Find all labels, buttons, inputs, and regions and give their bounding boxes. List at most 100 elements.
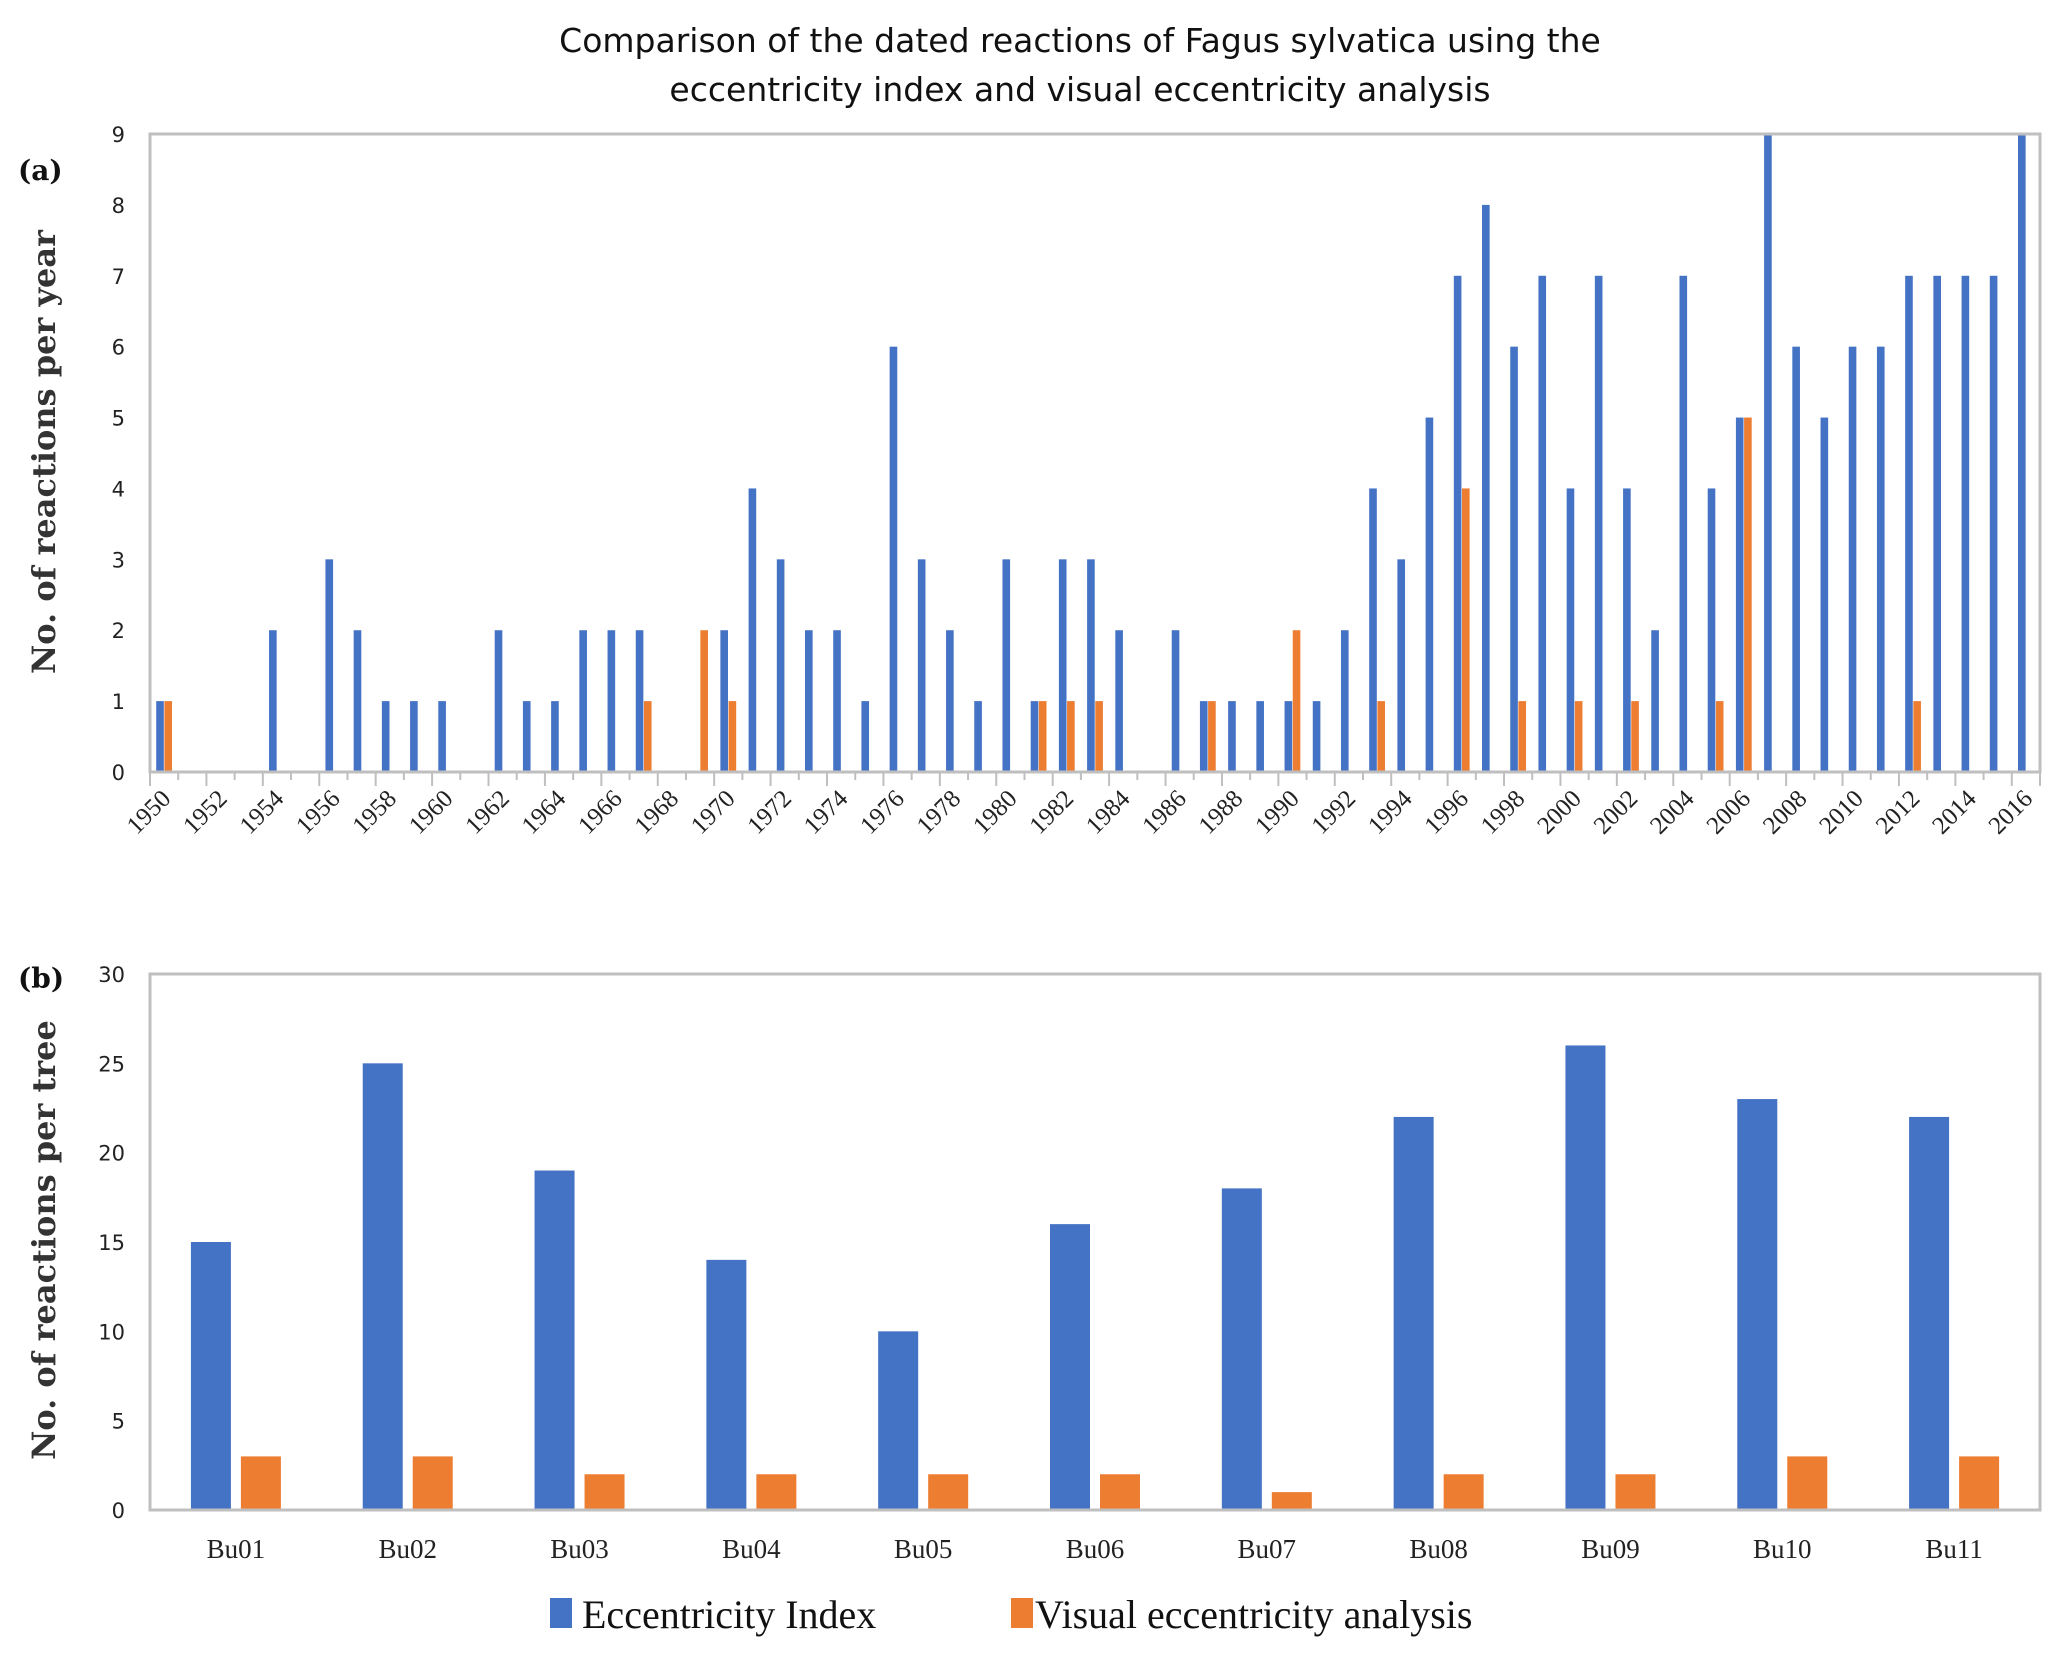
bar-visual-analysis-Bu10	[1787, 1456, 1828, 1510]
panel-a-label: (a)	[18, 154, 63, 187]
panel-b-category-label: Bu06	[1066, 1534, 1125, 1564]
panel-a-y-tick-label: 2	[112, 619, 125, 643]
panel-b-y-tick-label: 30	[98, 963, 125, 987]
panel-a-x-tick-label: 1984	[1081, 785, 1136, 840]
panel-b-category-label: Bu05	[894, 1534, 953, 1564]
bar-eccentricity-index-Bu07	[1221, 1188, 1262, 1510]
panel-a-x-tick-label: 2014	[1927, 785, 1982, 840]
bar-eccentricity-index-1999	[1538, 275, 1547, 772]
bar-visual-analysis-1990	[1292, 630, 1301, 772]
bar-visual-analysis-1998	[1518, 701, 1527, 772]
panel-a-y-tick-label: 4	[112, 477, 125, 501]
panel-b-category-label: Bu03	[550, 1534, 609, 1564]
bar-eccentricity-index-1960	[438, 701, 446, 772]
panel-b-y-tick-label: 25	[98, 1052, 125, 1076]
panel-b-category-label: Bu07	[1238, 1534, 1297, 1564]
bar-eccentricity-index-1979	[974, 701, 982, 772]
bar-eccentricity-index-Bu02	[362, 1063, 403, 1510]
bar-eccentricity-index-Bu01	[190, 1242, 231, 1510]
panel-b-y-tick-label: 5	[112, 1410, 125, 1434]
panel-a-x-tick-label: 1988	[1194, 785, 1248, 839]
panel-a-x-tick-label: 1998	[1476, 785, 1530, 839]
bar-eccentricity-index-2013	[1933, 275, 1941, 772]
panel-a-x-tick-label: 1974	[799, 785, 854, 840]
bar-eccentricity-index-2005	[1707, 488, 1716, 772]
bar-eccentricity-index-1983	[1087, 559, 1095, 772]
panel-a-x-tick-label: 1980	[968, 785, 1022, 839]
bar-eccentricity-index-2004	[1679, 275, 1688, 772]
panel-b-category-label: Bu04	[722, 1534, 781, 1564]
bar-eccentricity-index-1990	[1284, 701, 1293, 772]
panel-a-x-tick-label: 1968	[630, 785, 684, 839]
bar-visual-analysis-Bu11	[1959, 1456, 2000, 1510]
panel-a-bars	[156, 134, 2026, 772]
bar-eccentricity-index-1965	[579, 630, 587, 772]
legend: Eccentricity Index Visual eccentricity a…	[550, 1592, 1472, 1637]
bar-eccentricity-index-1992	[1340, 630, 1349, 772]
bar-visual-analysis-2005	[1715, 701, 1724, 772]
panel-b-y-tick-label: 15	[98, 1231, 125, 1255]
bar-eccentricity-index-2012	[1905, 275, 1913, 772]
panel-a-x-tick-label: 2000	[1532, 785, 1586, 839]
bar-eccentricity-index-1978	[946, 630, 954, 772]
panel-a-x-tick-label: 1970	[686, 785, 740, 839]
bar-eccentricity-index-1995	[1425, 417, 1434, 772]
bar-eccentricity-index-1987	[1199, 701, 1208, 772]
panel-a-x-tick-label: 2006	[1702, 785, 1756, 839]
bar-eccentricity-index-1981	[1030, 701, 1039, 772]
bar-eccentricity-index-1971	[748, 488, 757, 772]
bar-visual-analysis-1996	[1461, 488, 1470, 772]
panel-a-x-tick-label: 1978	[912, 785, 966, 839]
bar-visual-analysis-1970	[728, 701, 737, 772]
bar-eccentricity-index-1966	[607, 630, 616, 772]
bar-visual-analysis-1987	[1208, 701, 1216, 772]
bar-eccentricity-index-1986	[1171, 630, 1180, 772]
bar-eccentricity-index-1959	[410, 701, 418, 772]
bar-eccentricity-index-Bu05	[878, 1331, 919, 1510]
bar-eccentricity-index-1950	[156, 701, 164, 772]
bar-eccentricity-index-2006	[1735, 417, 1744, 772]
bar-eccentricity-index-1982	[1058, 559, 1067, 772]
panel-a-y-tick-label: 3	[112, 548, 125, 572]
bar-eccentricity-index-Bu08	[1393, 1116, 1434, 1510]
bar-visual-analysis-2006	[1744, 417, 1752, 772]
bar-visual-analysis-Bu03	[584, 1474, 625, 1510]
panel-a-x-tick-label: 1994	[1363, 785, 1418, 840]
panel-a-x-tick-label: 1976	[855, 785, 909, 839]
bar-visual-analysis-Bu02	[412, 1456, 453, 1510]
panel-a-x-ticks: 1950 1952 1954 1956 1958 1960 1962 1964 1966 1968…	[122, 772, 2041, 840]
panel-a-x-tick-label: 1960	[404, 785, 458, 839]
panel-b-chart: (b) No. of reactions per tree 0 5 10 15 20 25…	[18, 962, 2042, 1564]
panel-a-x-tick-label: 2008	[1758, 785, 1812, 839]
bar-visual-analysis-Bu08	[1443, 1474, 1484, 1510]
panel-a-y-tick-label: 5	[112, 407, 125, 431]
bar-eccentricity-index-1970	[720, 630, 729, 772]
bar-visual-analysis-1950	[164, 701, 173, 772]
chart-title-line-2: eccentricity index and visual eccentrici…	[669, 70, 1490, 109]
panel-b-y-ticks: 0 5 10 15 20 25 30	[98, 963, 125, 1523]
panel-b-y-tick-label: 20	[98, 1142, 125, 1166]
bar-eccentricity-index-1991	[1312, 701, 1321, 772]
panel-b-category-label: Bu08	[1409, 1534, 1468, 1564]
panel-a-x-tick-label: 1972	[742, 785, 796, 839]
bar-eccentricity-index-Bu10	[1737, 1099, 1778, 1510]
bar-visual-analysis-1969	[700, 630, 708, 772]
bar-eccentricity-index-2000	[1566, 488, 1575, 772]
chart-title-line-1: Comparison of the dated reactions of Fag…	[559, 21, 1601, 60]
panel-b-y-axis-label: No. of reactions per tree	[25, 1020, 63, 1460]
bar-eccentricity-index-Bu03	[534, 1170, 575, 1510]
panel-a-x-tick-label: 2002	[1589, 785, 1643, 839]
panel-a-y-tick-label: 6	[112, 336, 125, 360]
bar-visual-analysis-Bu09	[1615, 1474, 1656, 1510]
panel-a-chart: (a) No. of reactions per year 0 1 2 3 4 5 6 7 8 9…	[18, 123, 2042, 840]
bar-eccentricity-index-2014	[1961, 275, 1970, 772]
panel-a-x-tick-label: 1964	[517, 785, 572, 840]
panel-a-y-tick-label: 1	[112, 690, 125, 714]
panel-a-x-tick-label: 1958	[348, 785, 402, 839]
panel-a-y-axis-label: No. of reactions per year	[25, 229, 63, 674]
bar-visual-analysis-2012	[1913, 701, 1921, 772]
bar-eccentricity-index-2007	[1764, 134, 1772, 772]
bar-eccentricity-index-2011	[1876, 346, 1885, 772]
bar-visual-analysis-Bu07	[1271, 1492, 1312, 1510]
